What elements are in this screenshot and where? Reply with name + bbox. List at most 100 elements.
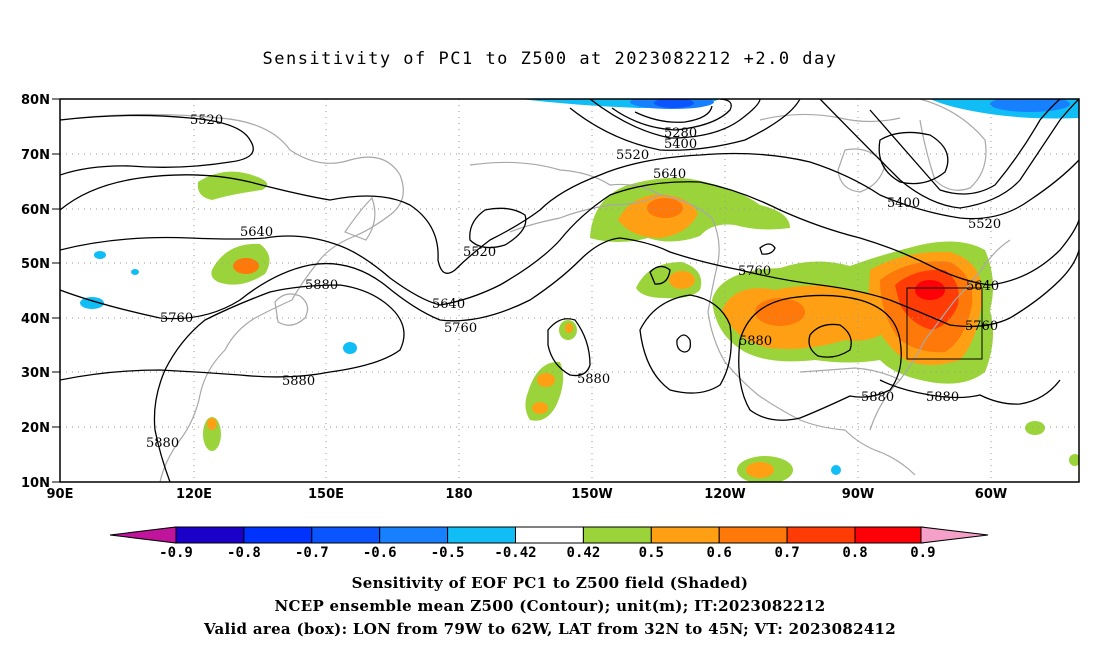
contour-label: 5520 (968, 217, 1001, 232)
caption-shaded: Sensitivity of EOF PC1 to Z500 field (Sh… (351, 574, 749, 592)
lat-label: 10N (21, 476, 50, 491)
colorbar-label: 0.7 (774, 545, 799, 561)
contour-label: 5400 (664, 137, 697, 152)
sensitivity-shading (80, 99, 1079, 482)
lon-label: 90W (842, 487, 874, 502)
contour-label: 5760 (965, 319, 998, 334)
colorbar-cell (650, 526, 720, 544)
contour-line-5400 (819, 99, 1079, 209)
contour-label: 5640 (240, 225, 273, 240)
contour-label: 5880 (577, 372, 610, 387)
caption-contour: NCEP ensemble mean Z500 (Contour); unit(… (274, 597, 826, 615)
central-america-coastline (844, 429, 916, 476)
gulf-coastline (799, 367, 901, 381)
longitude-labels: 90E 120E 150E 180 150W 120W 90W 60W (47, 487, 1008, 502)
colorbar-label: 0.9 (910, 545, 935, 561)
negative-sensitivity-area (131, 269, 139, 275)
contour-line-5400 (589, 99, 761, 139)
lon-label: 120W (704, 487, 745, 502)
positive-sensitivity-area (1069, 454, 1079, 466)
colorbar-cell (311, 526, 381, 544)
contour-line-5880 (879, 379, 1061, 405)
contour-line-5280 (611, 99, 732, 131)
colorbar-label: -0.5 (431, 545, 465, 561)
latitude-labels: 80N 70N 60N 50N 40N 30N 20N 10N (21, 93, 50, 491)
colorbar-cell (582, 526, 652, 544)
colorbar-high-end (920, 526, 989, 544)
contour-label: 5880 (282, 374, 315, 389)
lat-label: 50N (21, 257, 50, 272)
contour-label: 5520 (463, 245, 496, 260)
valid-area-box (906, 287, 983, 360)
positive-sensitivity-area (565, 323, 573, 333)
colorbar-cell (718, 526, 788, 544)
contour-label: 5760 (738, 264, 771, 279)
colorbar-label: 0.42 (567, 545, 601, 561)
contour-label: 5640 (653, 167, 686, 182)
positive-sensitivity-area (537, 373, 555, 387)
contour-line-5760 (649, 265, 671, 285)
contour-label: 5880 (861, 390, 894, 405)
page-title: Sensitivity of PC1 to Z500 at 2023082212… (262, 49, 838, 69)
lat-ticks (52, 98, 60, 483)
negative-sensitivity-area (80, 297, 104, 309)
lat-label: 60N (21, 203, 50, 218)
colorbar (109, 526, 989, 544)
map-frame (59, 98, 1080, 483)
positive-sensitivity-area (746, 462, 774, 478)
positive-sensitivity-area (669, 271, 695, 289)
contour-line-5880 (808, 323, 852, 358)
colorbar-cell (175, 526, 245, 544)
positive-sensitivity-area (532, 402, 548, 414)
colorbar-low-end (109, 526, 177, 544)
contour-line-5400 (878, 131, 949, 185)
colorbar-cell (379, 526, 449, 544)
contour-line-5880 (60, 284, 405, 482)
negative-sensitivity-area (831, 465, 841, 475)
positive-sensitivity-area (197, 171, 268, 200)
contour-line-5880 (738, 294, 902, 421)
positive-sensitivity-area (647, 198, 683, 218)
positive-sensitivity-area (755, 298, 805, 326)
z500-contours (60, 99, 1079, 482)
colorbar-label: -0.7 (295, 545, 329, 561)
positive-sensitivity-area (915, 280, 945, 300)
lon-label: 60W (975, 487, 1007, 502)
contour-line-5280 (634, 105, 713, 123)
contour-line-5520 (469, 207, 527, 249)
negative-sensitivity-area (654, 99, 694, 108)
colorbar-cell (447, 526, 517, 544)
japan-coastline (274, 293, 309, 326)
kamchatka-coastline (344, 196, 376, 241)
colorbar-cell (854, 526, 924, 544)
lat-label: 30N (21, 366, 50, 381)
contour-label: 5880 (146, 436, 179, 451)
contour-line-5400 (569, 99, 801, 151)
contour-line-5880 (547, 318, 591, 377)
contour-line-5880 (676, 334, 692, 353)
contour-label: 5880 (926, 390, 959, 405)
contour-labels: 5520 5520 5520 5520 5400 5400 5280 5640 … (146, 113, 1001, 451)
positive-sensitivity-area (233, 258, 259, 274)
colorbar-label: 0.6 (707, 545, 732, 561)
lon-label: 150E (308, 487, 344, 502)
colorbar-label: -0.42 (494, 545, 536, 561)
lat-label: 20N (21, 421, 50, 436)
positive-sensitivity-area (636, 262, 702, 299)
contour-label: 5880 (305, 278, 338, 293)
asia-coastline (60, 113, 404, 482)
colorbar-labels: -0.9 -0.8 -0.7 -0.6 -0.5 -0.42 0.42 0.5 0.6 0.7 0.… (159, 545, 935, 561)
colorbar-label: -0.8 (227, 545, 261, 561)
lon-label: 150W (571, 487, 612, 502)
colorbar-cell (243, 526, 313, 544)
contour-line-5400 (869, 99, 1061, 195)
lon-label: 90E (47, 487, 74, 502)
contour-line-5520 (60, 152, 1079, 274)
colorbar-label: 0.5 (639, 545, 664, 561)
contour-label: 5640 (966, 279, 999, 294)
contour-line-5760 (60, 237, 1079, 328)
colorbar-cell (515, 526, 584, 544)
contour-label: 5520 (616, 148, 649, 163)
lat-label: 40N (21, 312, 50, 327)
